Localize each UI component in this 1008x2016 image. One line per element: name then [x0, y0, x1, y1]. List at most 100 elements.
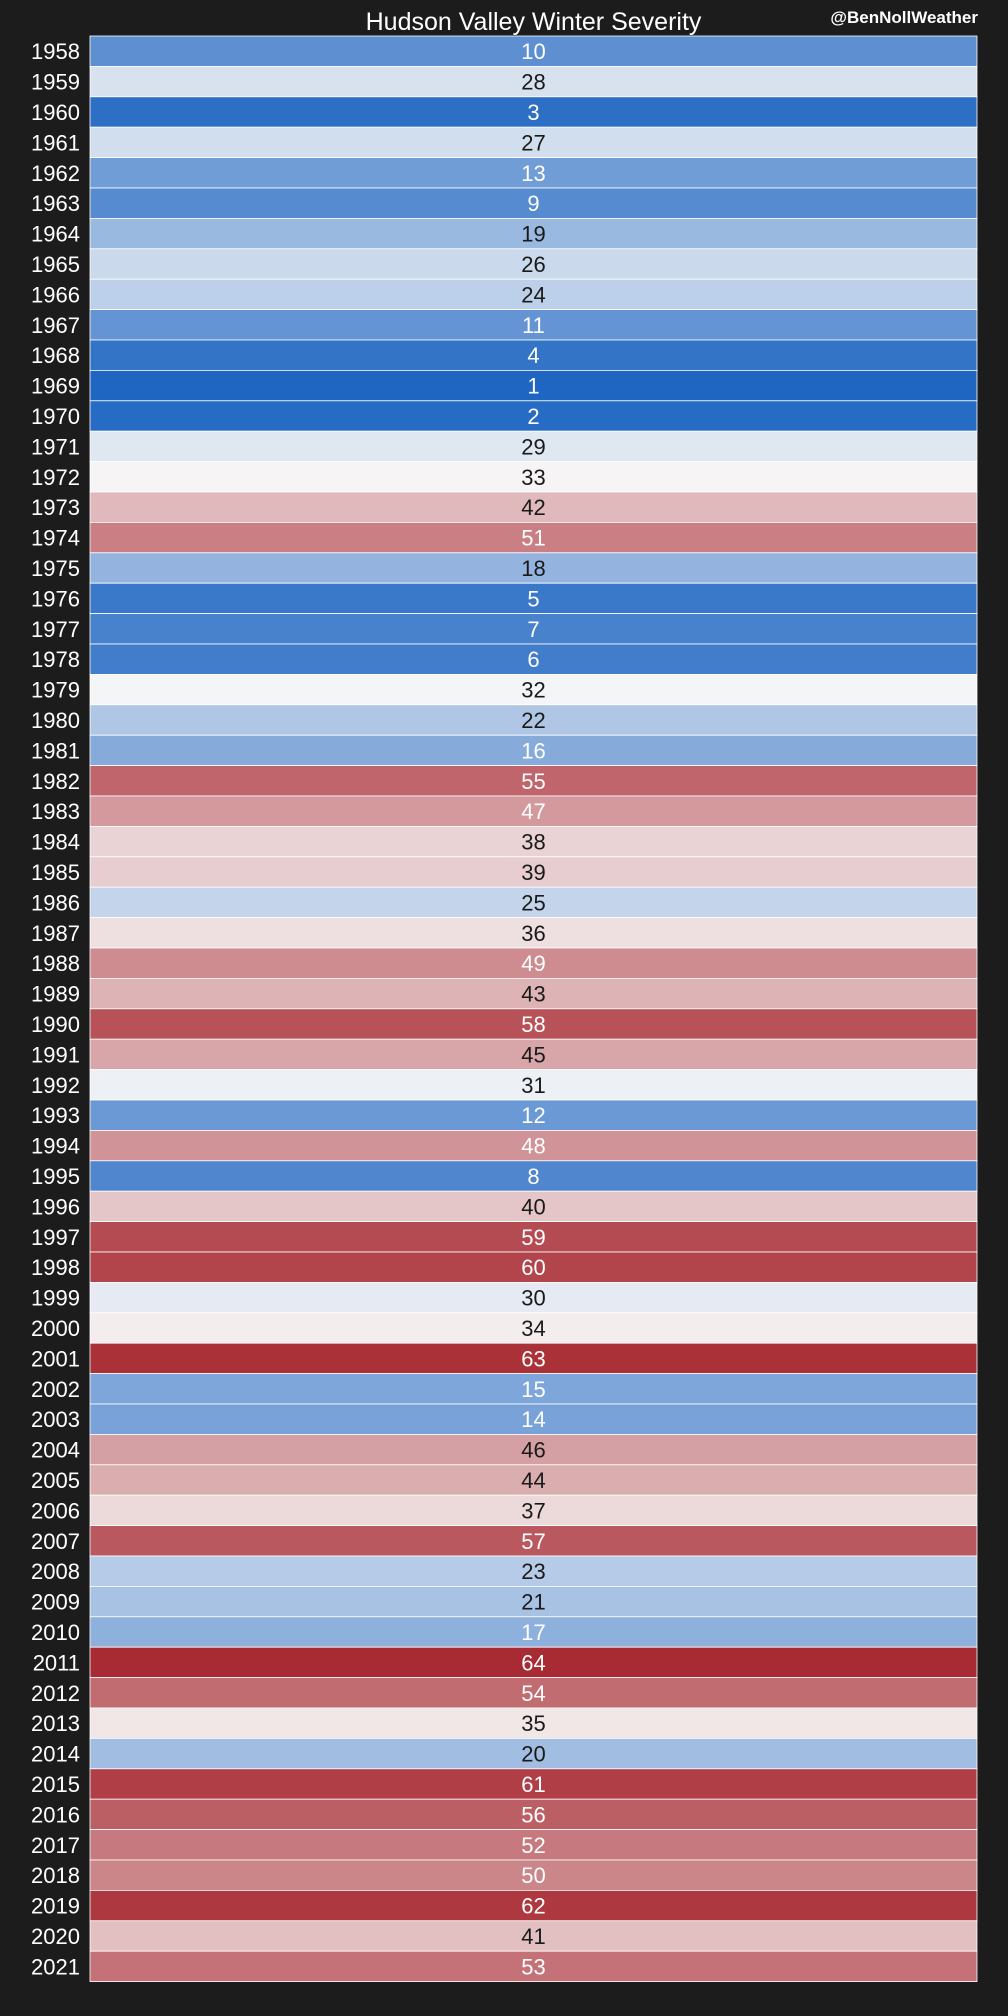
data-label-2011: 64: [521, 1650, 545, 1675]
heatmap-cell-2015: [89, 1768, 978, 1800]
y-tick-label-1968: 1968: [31, 343, 80, 368]
heatmap-cell-1990: [89, 1008, 978, 1040]
heatmap-cell-2009: [89, 1586, 978, 1618]
data-label-2008: 23: [521, 1559, 545, 1584]
y-tick-label-2021: 2021: [31, 1954, 80, 1979]
y-tick-label-1991: 1991: [31, 1042, 80, 1067]
data-label-1969: 1: [527, 374, 539, 399]
heatmap-cell-1972: [89, 461, 978, 493]
y-tick-label-2009: 2009: [31, 1590, 80, 1615]
heatmap-cell-1966: [89, 278, 978, 311]
y-tick-label-1970: 1970: [31, 404, 80, 429]
y-tick-label-2015: 2015: [31, 1772, 80, 1797]
heatmap-cell-1987: [89, 917, 978, 949]
heatmap-cell-1965: [89, 248, 978, 280]
data-label-2021: 53: [521, 1954, 545, 1979]
y-tick-label-1990: 1990: [31, 1012, 80, 1037]
data-label-1992: 31: [521, 1073, 545, 1098]
heatmap-cell-2019: [89, 1890, 978, 1922]
heatmap-cell-1983: [89, 795, 978, 827]
heatmap-cell-1989: [89, 978, 978, 1010]
heatmap-cell-2013: [89, 1707, 978, 1739]
data-label-2015: 61: [521, 1772, 545, 1797]
data-label-1971: 29: [521, 434, 545, 459]
y-tick-label-2005: 2005: [31, 1468, 80, 1493]
y-tick-label-1982: 1982: [31, 769, 80, 794]
heatmap-cell-1977: [89, 613, 978, 645]
y-tick-label-1976: 1976: [31, 586, 80, 611]
heatmap-cell-1967: [89, 309, 978, 341]
y-tick-label-2003: 2003: [31, 1407, 80, 1432]
heatmap-cell-1964: [89, 217, 978, 250]
data-label-1974: 51: [521, 526, 545, 551]
y-tick-label-2004: 2004: [31, 1438, 80, 1463]
y-tick-label-1997: 1997: [31, 1225, 80, 1250]
y-tick-label-1966: 1966: [31, 282, 80, 307]
data-label-1962: 13: [521, 161, 545, 186]
y-tick-label-2013: 2013: [31, 1711, 80, 1736]
heatmap-cell-1968: [89, 339, 978, 371]
data-label-1994: 48: [521, 1134, 545, 1159]
heatmap-cell-1984: [89, 826, 978, 858]
data-label-2016: 56: [521, 1802, 545, 1827]
y-tick-label-1987: 1987: [31, 921, 80, 946]
y-tick-label-2019: 2019: [31, 1894, 80, 1919]
data-label-1966: 24: [521, 282, 545, 307]
heatmap-cell-1993: [89, 1099, 978, 1131]
y-tick-label-2000: 2000: [31, 1316, 80, 1341]
data-label-1976: 5: [527, 586, 539, 611]
heatmap-cell-1974: [89, 522, 978, 554]
data-label-1963: 9: [527, 191, 539, 216]
data-label-1979: 32: [521, 678, 545, 703]
data-label-1960: 3: [527, 100, 539, 125]
heatmap-cell-1969: [89, 369, 978, 402]
heatmap-cell-1991: [89, 1038, 978, 1070]
heatmap-cell-2012: [89, 1677, 978, 1709]
y-tick-label-1980: 1980: [31, 708, 80, 733]
data-label-2020: 41: [521, 1924, 545, 1949]
data-label-2013: 35: [521, 1711, 545, 1736]
y-tick-label-1986: 1986: [31, 890, 80, 915]
data-label-1975: 18: [521, 556, 545, 581]
y-tick-label-1973: 1973: [31, 495, 80, 520]
data-label-1978: 6: [527, 647, 539, 672]
y-tick-label-2001: 2001: [31, 1346, 80, 1371]
data-label-1982: 55: [521, 769, 545, 794]
heatmap-cell-2007: [89, 1525, 978, 1557]
heatmap-cell-2004: [89, 1434, 978, 1466]
heatmap-cell-1980: [89, 704, 978, 736]
heatmap-cell-1994: [89, 1130, 978, 1162]
y-tick-label-1972: 1972: [31, 465, 80, 490]
data-label-1995: 8: [527, 1164, 539, 1189]
data-label-2001: 63: [521, 1346, 545, 1371]
data-label-1981: 16: [521, 738, 545, 763]
data-label-2004: 46: [521, 1438, 545, 1463]
data-label-2019: 62: [521, 1894, 545, 1919]
y-tick-label-1974: 1974: [31, 526, 80, 551]
y-tick-label-1988: 1988: [31, 951, 80, 976]
data-label-1968: 4: [527, 343, 539, 368]
y-tick-label-2011: 2011: [33, 1650, 80, 1675]
data-label-1993: 12: [521, 1103, 545, 1128]
data-label-1984: 38: [521, 830, 545, 855]
data-label-1977: 7: [527, 617, 539, 642]
data-label-2012: 54: [521, 1681, 545, 1706]
y-tick-label-1989: 1989: [31, 982, 80, 1007]
y-tick-label-2016: 2016: [31, 1802, 80, 1827]
data-label-2009: 21: [521, 1590, 545, 1615]
y-tick-label-1993: 1993: [31, 1103, 80, 1128]
y-tick-label-1996: 1996: [31, 1194, 80, 1219]
data-label-2017: 52: [521, 1833, 545, 1858]
heatmap-cell-1975: [89, 552, 978, 584]
y-tick-label-1985: 1985: [31, 860, 80, 885]
y-tick-label-1967: 1967: [31, 313, 80, 338]
heatmap-cell-1973: [89, 491, 978, 523]
heatmap-cell-1976: [89, 582, 978, 615]
y-tick-label-1965: 1965: [31, 252, 80, 277]
heatmap-cell-1986: [89, 886, 978, 919]
y-tick-label-1979: 1979: [31, 678, 80, 703]
heatmap-cell-1959: [89, 66, 978, 98]
data-label-2000: 34: [521, 1316, 545, 1341]
heatmap-cell-2018: [89, 1859, 978, 1891]
heatmap-cell-1985: [89, 856, 978, 888]
